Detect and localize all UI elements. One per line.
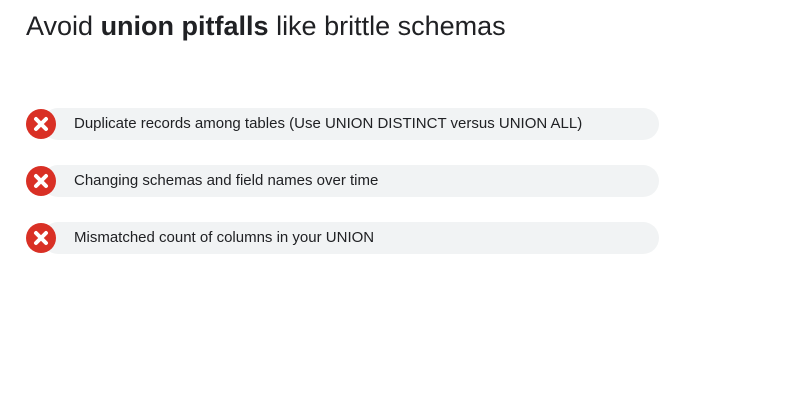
pill-background	[42, 165, 659, 197]
close-icon	[26, 109, 56, 139]
close-icon	[26, 166, 56, 196]
pitfall-list: Duplicate records among tables (Use UNIO…	[26, 108, 659, 279]
pitfall-item: Mismatched count of columns in your UNIO…	[26, 222, 659, 254]
pitfall-text: Changing schemas and field names over ti…	[74, 172, 379, 189]
pill-background	[42, 108, 659, 140]
pill-background	[42, 222, 659, 254]
title-bold: union pitfalls	[100, 11, 269, 41]
slide-title: Avoid union pitfalls like brittle schema…	[26, 8, 506, 44]
title-part-1: Avoid	[26, 11, 101, 41]
close-icon	[26, 223, 56, 253]
pitfall-item: Duplicate records among tables (Use UNIO…	[26, 108, 659, 140]
pitfall-text: Duplicate records among tables (Use UNIO…	[74, 115, 583, 132]
pitfall-text: Mismatched count of columns in your UNIO…	[74, 229, 375, 246]
pitfall-item: Changing schemas and field names over ti…	[26, 165, 659, 197]
title-part-2: like brittle schemas	[268, 11, 506, 41]
